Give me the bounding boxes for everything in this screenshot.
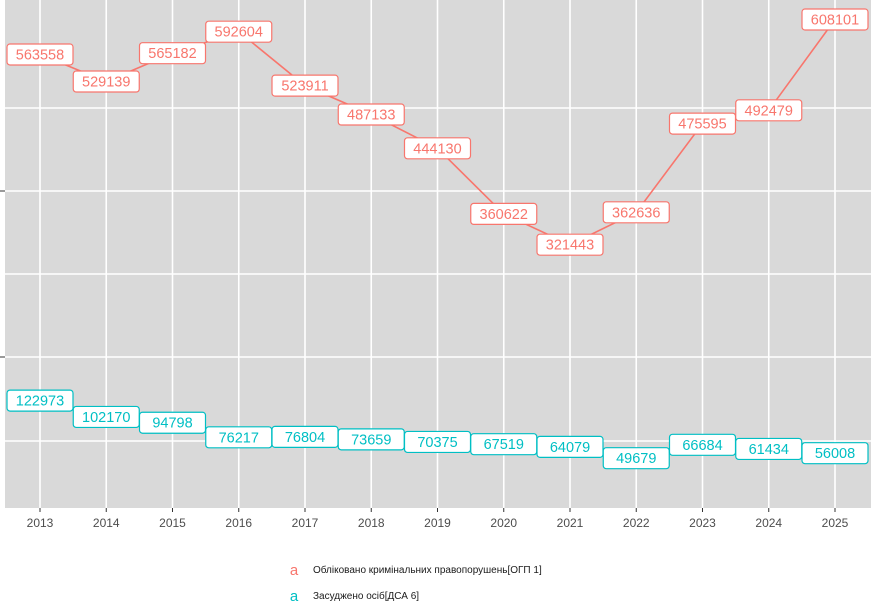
data-label: 492479 xyxy=(745,103,793,119)
legend-label-2: Засуджено осіб[ДСА 6] xyxy=(313,590,420,602)
data-label: 529139 xyxy=(82,75,130,91)
x-tick-label: 2020 xyxy=(490,516,517,530)
data-label-box xyxy=(602,447,670,470)
x-tick-label: 2018 xyxy=(358,516,385,530)
data-labels: 563558 529139 565182 592604 523911 487133 4441… xyxy=(6,8,869,470)
data-label: 608101 xyxy=(811,12,859,28)
data-label: 487133 xyxy=(347,108,395,124)
x-tick-label: 2023 xyxy=(689,516,716,530)
data-label-box xyxy=(403,137,472,160)
legend-item-2: a Засуджено осіб[ДСА 6] xyxy=(283,583,542,609)
data-label-box xyxy=(271,74,339,97)
data-label: 64079 xyxy=(550,440,590,456)
legend: a Обліковано кримінальних правопорушень[… xyxy=(283,557,542,609)
x-tick-label: 2024 xyxy=(755,516,782,530)
data-label: 592604 xyxy=(215,25,263,41)
data-label-box xyxy=(735,99,803,122)
legend-key-1: a xyxy=(289,561,299,579)
x-tick-label: 2021 xyxy=(557,516,584,530)
data-label: 61434 xyxy=(749,442,789,458)
data-label-box xyxy=(801,8,869,31)
data-label-box xyxy=(138,411,207,434)
x-tick-label: 2015 xyxy=(159,516,186,530)
data-label-box xyxy=(668,112,737,135)
x-tick-label: 2017 xyxy=(292,516,319,530)
x-axis: 2013 2014 2015 2016 2017 2018 2019 2020 2021 2022… xyxy=(27,508,849,530)
line-chart: 2013 2014 2015 2016 2017 2018 2019 2020 2021 2022… xyxy=(0,0,871,530)
data-label: 49679 xyxy=(616,451,656,467)
data-label-box xyxy=(205,20,273,43)
data-label: 523911 xyxy=(281,79,328,95)
y-axis-ticks xyxy=(0,190,5,358)
legend-key-2: a xyxy=(289,587,299,605)
x-tick-label: 2025 xyxy=(822,516,849,530)
data-label-box xyxy=(337,103,405,126)
data-label: 565182 xyxy=(148,46,196,62)
legend-item-1: a Обліковано кримінальних правопорушень[… xyxy=(283,557,542,583)
x-tick-label: 2019 xyxy=(424,516,451,530)
data-label: 76804 xyxy=(285,430,325,446)
x-tick-label: 2016 xyxy=(225,516,252,530)
data-label: 122973 xyxy=(16,394,64,410)
data-label: 321443 xyxy=(546,238,594,254)
data-label: 102170 xyxy=(82,410,130,426)
data-label: 362636 xyxy=(612,205,660,221)
x-tick-label: 2013 xyxy=(27,516,54,530)
data-label: 444130 xyxy=(413,141,461,157)
data-label-box xyxy=(138,42,207,65)
data-label-box xyxy=(801,442,869,465)
data-label-box xyxy=(470,202,538,226)
data-label-box xyxy=(72,70,140,93)
data-label: 563558 xyxy=(16,47,64,63)
data-label-box xyxy=(602,201,670,224)
data-label-box xyxy=(6,389,74,412)
data-label: 73659 xyxy=(351,432,391,448)
data-label-box xyxy=(6,43,74,66)
data-label: 360622 xyxy=(480,207,528,223)
legend-label-1: Обліковано кримінальних правопорушень[ОГ… xyxy=(313,564,542,576)
data-label: 76217 xyxy=(219,430,259,446)
data-label: 56008 xyxy=(815,446,855,462)
x-tick-label: 2022 xyxy=(623,516,650,530)
x-tick-label: 2014 xyxy=(93,516,120,530)
data-label: 94798 xyxy=(152,416,192,432)
data-label: 70375 xyxy=(417,435,457,451)
data-label: 66684 xyxy=(682,438,722,454)
data-label-box xyxy=(536,435,604,458)
data-label: 475595 xyxy=(678,117,726,133)
data-label-box xyxy=(536,233,604,256)
data-label: 67519 xyxy=(484,437,524,453)
